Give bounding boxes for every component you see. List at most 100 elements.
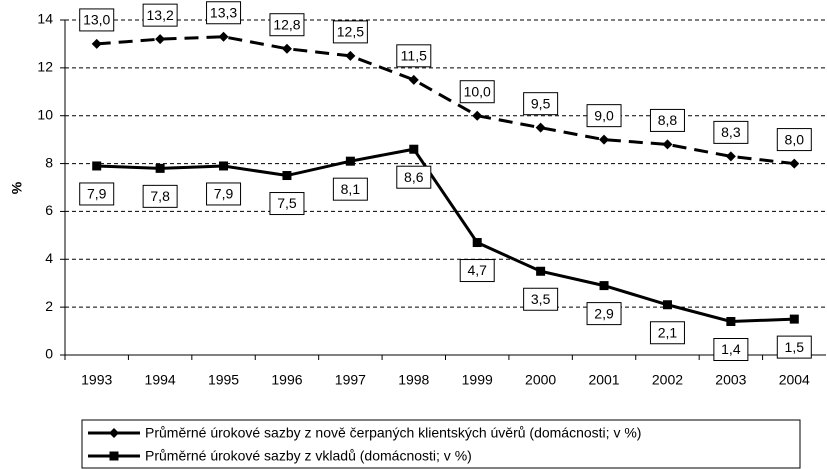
label-box — [713, 120, 749, 144]
point — [599, 134, 610, 145]
y-tick-label: 4 — [45, 250, 53, 266]
data-label: 8,6 — [404, 169, 424, 185]
label-box — [79, 8, 115, 32]
data-label: 9,5 — [531, 95, 551, 111]
point — [726, 317, 736, 326]
data-label: 7,8 — [150, 188, 170, 204]
label-box — [459, 259, 495, 283]
label-box — [332, 177, 368, 201]
point — [92, 161, 102, 171]
y-tick-label: 14 — [37, 11, 53, 27]
x-tick-label: 2000 — [525, 372, 556, 388]
label-box — [523, 287, 559, 311]
label-box — [269, 192, 305, 216]
data-label: 11,5 — [401, 48, 427, 64]
data-label: 13,3 — [210, 4, 237, 20]
x-tick-label: 2001 — [588, 372, 619, 388]
y-axis-label: % — [9, 181, 25, 194]
point — [409, 144, 419, 154]
data-label: 3,5 — [531, 291, 551, 307]
point — [789, 314, 799, 324]
point — [662, 139, 673, 150]
label-box — [142, 184, 178, 208]
label-box — [649, 321, 685, 345]
point — [725, 151, 736, 162]
label-box — [142, 3, 178, 27]
x-tick-label: 1994 — [145, 372, 176, 388]
series-line — [96, 147, 795, 324]
point — [408, 74, 419, 85]
data-label: 12,5 — [337, 24, 364, 40]
x-tick-label: 2002 — [652, 372, 683, 388]
point — [662, 300, 672, 310]
data-label: 13,0 — [83, 12, 110, 28]
data-label: 7,5 — [277, 195, 297, 211]
label-box — [459, 80, 495, 104]
y-tick-label: 6 — [45, 202, 53, 218]
label-box — [649, 108, 685, 132]
label-box — [586, 104, 622, 128]
y-tick-label: 10 — [37, 106, 53, 122]
point — [218, 31, 229, 42]
data-label: 1,5 — [785, 339, 805, 355]
label-box — [206, 182, 242, 206]
label-box — [79, 182, 115, 206]
label-box — [776, 335, 812, 359]
point — [282, 171, 292, 181]
point — [535, 122, 546, 133]
data-label: 13,2 — [147, 7, 174, 23]
point — [345, 50, 356, 61]
data-label: 2,1 — [658, 324, 678, 340]
data-label: 8,3 — [721, 124, 741, 140]
point — [472, 238, 482, 248]
label-box — [523, 92, 559, 116]
x-tick-label: 1995 — [208, 372, 239, 388]
x-tick-label: 2003 — [715, 372, 746, 388]
data-label: 2,9 — [594, 305, 614, 321]
point — [345, 156, 355, 166]
label-box — [586, 302, 622, 326]
x-tick-label: 1998 — [398, 372, 429, 388]
legend-label: Průměrné úrokové sazby z nově čerpaných … — [145, 425, 641, 441]
x-tick-label: 1993 — [81, 372, 112, 388]
label-box — [396, 165, 432, 189]
data-label: 1,4 — [721, 341, 741, 357]
label-box — [269, 13, 305, 37]
legend-label: Průměrné úrokové sazby z vkladů (domácno… — [145, 448, 472, 464]
point — [219, 161, 229, 171]
data-label: 7,9 — [87, 186, 107, 202]
data-label: 8,1 — [341, 181, 361, 197]
label-box — [206, 1, 242, 25]
y-tick-label: 12 — [37, 59, 53, 75]
point — [109, 428, 119, 438]
point — [472, 110, 483, 121]
data-label: 9,0 — [594, 107, 614, 123]
x-tick-label: 2004 — [779, 372, 810, 388]
series-line — [96, 35, 795, 166]
y-tick-label: 8 — [45, 154, 53, 170]
y-tick-label: 0 — [45, 346, 53, 362]
x-tick-label: 1999 — [462, 372, 493, 388]
point — [281, 43, 292, 54]
data-label: 4,7 — [467, 262, 487, 278]
legend-box — [81, 419, 801, 469]
data-label: 12,8 — [273, 16, 300, 32]
point — [599, 281, 609, 291]
y-tick-label: 2 — [45, 298, 53, 314]
point — [789, 158, 800, 169]
x-tick-label: 1997 — [335, 372, 366, 388]
x-tick-label: 1996 — [271, 372, 302, 388]
point — [109, 451, 119, 461]
data-label: 10,0 — [464, 83, 491, 99]
label-box — [332, 20, 368, 44]
label-box — [396, 44, 432, 68]
data-label: 7,9 — [214, 186, 234, 202]
label-box — [713, 338, 749, 361]
point — [91, 38, 102, 49]
point — [536, 266, 546, 276]
data-label: 8,0 — [785, 131, 805, 147]
data-label: 8,8 — [658, 112, 678, 128]
point — [155, 34, 166, 45]
point — [155, 163, 165, 173]
